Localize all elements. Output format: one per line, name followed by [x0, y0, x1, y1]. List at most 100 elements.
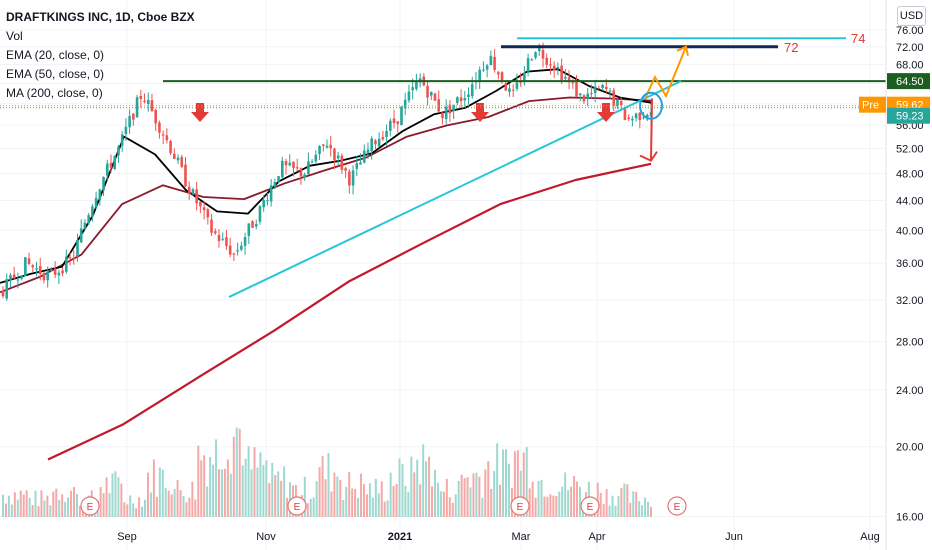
candle-body [396, 121, 400, 124]
earnings-marker[interactable] [287, 496, 307, 516]
earnings-marker[interactable] [80, 496, 100, 516]
volume-bar [78, 505, 81, 517]
candle-body [400, 106, 403, 126]
candle-body [236, 250, 239, 252]
volume-bar [573, 476, 576, 517]
candle-body [355, 163, 359, 169]
volume-bar [608, 505, 611, 517]
volume-bar [528, 488, 531, 517]
candle-body [318, 145, 321, 155]
volume-bar [505, 449, 508, 517]
earnings-marker-label: E [87, 502, 94, 513]
volume-bar [570, 486, 573, 517]
earnings-marker[interactable] [667, 496, 687, 516]
volume-bar [170, 494, 173, 517]
volume-bar [357, 497, 360, 517]
candle-body [605, 86, 608, 89]
candle-body [366, 149, 370, 153]
volume-bar [152, 459, 155, 517]
volume-bar [365, 494, 368, 517]
volume-bar [419, 484, 422, 517]
volume-bar [422, 444, 425, 517]
volume-bar [564, 472, 567, 517]
candle-body [552, 65, 556, 71]
candle-body [415, 80, 418, 90]
earnings-marker-label: E [587, 502, 594, 513]
volume-bar [10, 504, 13, 517]
volume-bar [129, 495, 132, 517]
volume-bar [19, 490, 22, 517]
volume-bar [371, 497, 374, 517]
volume-bar [141, 506, 144, 517]
time-tick-label: Mar [512, 531, 531, 543]
candle-body [489, 55, 493, 65]
candle-body [549, 64, 552, 66]
candle-body [534, 52, 537, 58]
volume-bar [13, 492, 16, 517]
volume-bar [531, 481, 534, 517]
candle-body [269, 185, 273, 202]
volume-bar [64, 501, 67, 517]
time-axis[interactable]: Sep Nov 2021 Mar Apr Jun Aug [117, 531, 880, 543]
candle-body [102, 177, 105, 191]
candle-body [441, 112, 444, 119]
volume-bar [315, 481, 318, 517]
legend-ma200[interactable]: MA (200, close, 0) [6, 86, 103, 100]
candle-body [72, 257, 76, 259]
candle-body [16, 279, 20, 281]
bullish-arrowhead [676, 45, 689, 56]
candle-body [523, 72, 526, 81]
volume-bar [416, 459, 419, 517]
volume-bar [164, 487, 167, 517]
candle-body [508, 88, 511, 92]
candle-body [619, 101, 623, 106]
volume-bar [126, 504, 129, 517]
volume-bar [522, 452, 525, 517]
earnings-marker[interactable] [580, 496, 600, 516]
candle-body [411, 87, 414, 91]
candle-body [221, 238, 225, 240]
candle-body [180, 156, 184, 167]
candle-body [303, 174, 306, 178]
volume-bar [102, 493, 105, 517]
price-tag[interactable]: 64.50 [887, 73, 930, 90]
price-tick-label: 68.00 [896, 60, 924, 72]
earnings-marker[interactable] [510, 496, 530, 516]
candle-body [247, 223, 251, 236]
level-72-label: 72 [784, 40, 798, 55]
volume-bar [534, 497, 537, 517]
ma200-line [47, 162, 652, 461]
legend-volume[interactable]: Vol [6, 29, 23, 43]
price-tag[interactable]: 59.23 [887, 107, 930, 124]
currency-button[interactable]: USD [897, 6, 926, 26]
candle-body [362, 150, 366, 163]
candle-body [448, 104, 452, 114]
candle-body [482, 69, 485, 71]
volume-bar [596, 482, 599, 517]
volume-bar [188, 497, 191, 517]
candle-body [575, 81, 578, 97]
candle-body [571, 82, 575, 84]
symbol-title[interactable]: DRAFTKINGS INC, 1D, Cboe BZX [6, 10, 195, 24]
time-tick-label: Jun [725, 531, 743, 543]
candle-body [403, 99, 407, 109]
candle-body [68, 257, 72, 259]
ema20-line [0, 68, 652, 284]
volume-bar [2, 494, 4, 517]
candle-body [46, 271, 49, 281]
legend-ema20[interactable]: EMA (20, close, 0) [6, 48, 105, 62]
volume-bar [111, 473, 114, 517]
volume-bar [16, 499, 19, 517]
candle-body [467, 94, 470, 98]
ema50-line [0, 96, 652, 294]
volume-bar [555, 496, 558, 517]
candle-body [109, 162, 113, 168]
volume-bar [191, 481, 194, 517]
price-axis[interactable]: 76.0072.0068.0064.0060.0056.0052.0048.00… [859, 0, 932, 550]
volume-bar [445, 478, 448, 517]
volume-bar [123, 502, 126, 517]
candle-body [161, 134, 165, 136]
legend-ema50[interactable]: EMA (50, close, 0) [6, 67, 105, 81]
